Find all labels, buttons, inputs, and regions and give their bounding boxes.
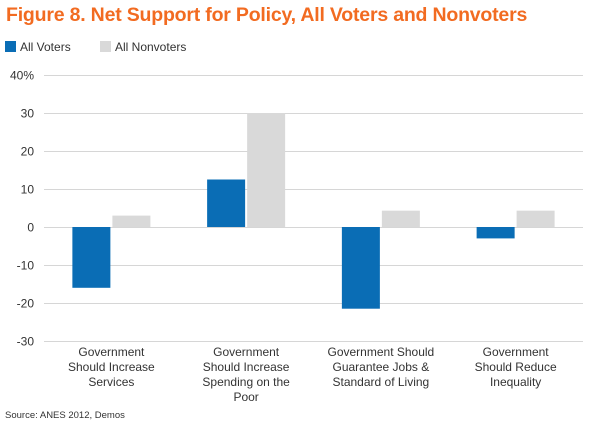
x-tick-label: Government Should Increase Services	[68, 345, 155, 389]
bar-all-voters	[341, 227, 380, 309]
bar-all-nonvoters	[516, 210, 555, 227]
source-note: Source: ANES 2012, Demos	[5, 410, 125, 421]
legend-swatch-all-nonvoters	[100, 41, 111, 52]
y-tick-label: -30	[17, 335, 35, 349]
y-tick-label: 40%	[10, 69, 34, 83]
bar-all-voters	[72, 227, 111, 288]
bar-all-voters	[476, 227, 515, 239]
bar-all-nonvoters	[247, 113, 286, 227]
legend-label-all-voters: All Voters	[20, 40, 71, 54]
legend-item-all-voters: All Voters	[5, 40, 71, 54]
bar-all-nonvoters	[112, 215, 151, 227]
x-tick-label: Government Should Guarantee Jobs & Standar…	[328, 345, 435, 389]
x-tick-label: Government Should Increase Spending on the…	[202, 345, 290, 404]
legend-swatch-all-voters	[5, 41, 16, 52]
y-tick-label: 20	[21, 145, 35, 159]
bar-all-voters	[207, 179, 246, 227]
legend-label-all-nonvoters: All Nonvoters	[115, 40, 187, 54]
x-tick-label: Government Should Reduce Inequality	[475, 345, 557, 389]
chart-title: Figure 8. Net Support for Policy, All Vo…	[6, 4, 528, 26]
y-tick-label: -10	[17, 259, 35, 273]
y-tick-label: 10	[21, 183, 35, 197]
y-tick-label: 0	[27, 221, 34, 235]
legend-item-all-nonvoters: All Nonvoters	[100, 40, 186, 54]
y-tick-label: -20	[17, 297, 35, 311]
y-tick-label: 30	[21, 107, 35, 121]
bar-all-nonvoters	[381, 210, 420, 227]
